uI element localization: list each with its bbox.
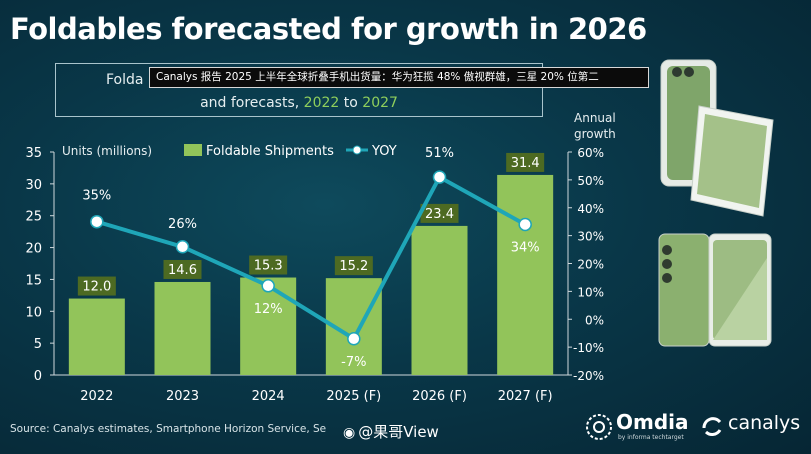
yoy-value-label: 12% [254, 302, 283, 317]
subtitle-text: and forecasts, [200, 95, 304, 111]
subtitle-to: to [339, 95, 363, 111]
bar-2024 [240, 277, 297, 375]
page-title: Foldables forecasted for growth in 2026 [10, 12, 647, 46]
yoy-value-label: 34% [511, 240, 540, 255]
yoy-line [96, 175, 527, 341]
y-tick-label-right: 30% [577, 230, 604, 244]
yoy-point [261, 279, 275, 293]
bar-label-bg [506, 152, 545, 172]
phone-illustration [658, 59, 774, 347]
omdia-logo-subtext: by informa techtarget [618, 434, 684, 441]
legend-bar-swatch [184, 144, 202, 156]
yoy-value-label: 51% [425, 146, 454, 161]
watermark: ◉ @果哥View [343, 421, 439, 442]
yoy-point [347, 332, 361, 346]
y-tick-label-right: 0% [585, 313, 604, 327]
y-tick-label-right: 20% [577, 258, 604, 272]
y-axis-right-title-line1: Annual [574, 111, 616, 125]
weibo-icon: ◉ [343, 425, 356, 441]
bar-value-label: 12.0 [82, 280, 111, 295]
x-tick-label: 2026 (F) [412, 389, 467, 404]
subtitle-year-end: 2027 [362, 95, 398, 111]
x-tick-label: 2024 [252, 389, 285, 404]
bar-value-label: 14.6 [168, 263, 197, 278]
bar-label-bg [249, 255, 288, 275]
bar-2027F [497, 174, 554, 375]
subtitle-year-start: 2022 [303, 95, 340, 111]
y-tick-label-right: -10% [573, 341, 604, 355]
yoy-point [518, 217, 532, 232]
y-tick-label-left: 5 [34, 337, 42, 352]
y-tick-label-left: 25 [25, 210, 42, 225]
bar-value-label: 15.3 [254, 259, 283, 274]
bar-label-bg [163, 259, 202, 279]
yoy-point [175, 240, 190, 254]
legend-bar-label: Foldable Shipments [206, 144, 334, 159]
bar-value-label: 15.2 [339, 259, 368, 274]
y-tick-label-left: 20 [25, 242, 42, 257]
y-tick-label-right: 40% [577, 202, 604, 216]
y-axis-right-title-line2: growth [574, 127, 616, 141]
fold-phone-icon [658, 233, 772, 347]
canalys-logo-icon [702, 417, 722, 436]
y-axis-left-title: Units (millions) [62, 144, 152, 158]
yoy-value-label: -7% [341, 355, 366, 370]
x-tick-label: 2022 [80, 389, 113, 404]
bar-label-bg [334, 256, 373, 276]
subtitle-box: Folda and forecasts, 2022 to 2027 [55, 63, 543, 117]
y-tick-label-right: 60% [577, 146, 604, 160]
x-tick-label: 2025 (F) [326, 389, 381, 404]
bar-value-label: 23.4 [425, 207, 454, 222]
legend-line-label: YOY [371, 144, 397, 159]
subtitle-line2: and forecasts, 2022 to 2027 [56, 95, 542, 111]
source-note: Source: Canalys estimates, Smartphone Ho… [10, 423, 327, 435]
legend-line-marker [352, 145, 362, 155]
canalys-logo-text: canalys [728, 412, 801, 434]
bar-value-label: 31.4 [511, 156, 540, 171]
watermark-text: @果哥View [358, 423, 439, 441]
omdia-logo-icon [586, 414, 612, 440]
y-tick-label-left: 30 [25, 178, 42, 193]
bar-label-bg [77, 276, 116, 296]
subtitle-line1: Folda [106, 72, 144, 88]
y-tick-label-left: 15 [25, 273, 42, 288]
yoy-value-label: 35% [82, 189, 111, 204]
y-tick-label-left: 0 [34, 369, 42, 384]
x-tick-label: 2027 (F) [498, 389, 553, 404]
y-tick-label-right: 10% [577, 285, 604, 299]
bar-label-bg [420, 203, 459, 223]
x-tick-label: 2023 [166, 389, 199, 404]
overlay-banner: Canalys 报告 2025 上半年全球折叠手机出货量：华为狂揽 48% 傲视… [149, 67, 649, 88]
bar-2026F [411, 225, 468, 375]
omdia-logo-text: Omdia [616, 410, 689, 434]
y-tick-label-left: 35 [25, 146, 42, 161]
y-tick-label-right: -20% [573, 369, 604, 383]
bar-2022 [68, 298, 125, 375]
bar-2023 [154, 281, 211, 375]
yoy-value-label: 26% [168, 217, 197, 232]
y-tick-label-left: 10 [25, 305, 42, 320]
yoy-point [90, 214, 104, 229]
yoy-point [432, 170, 447, 184]
flip-phone-icon [660, 59, 774, 217]
y-tick-label-right: 50% [577, 174, 604, 188]
